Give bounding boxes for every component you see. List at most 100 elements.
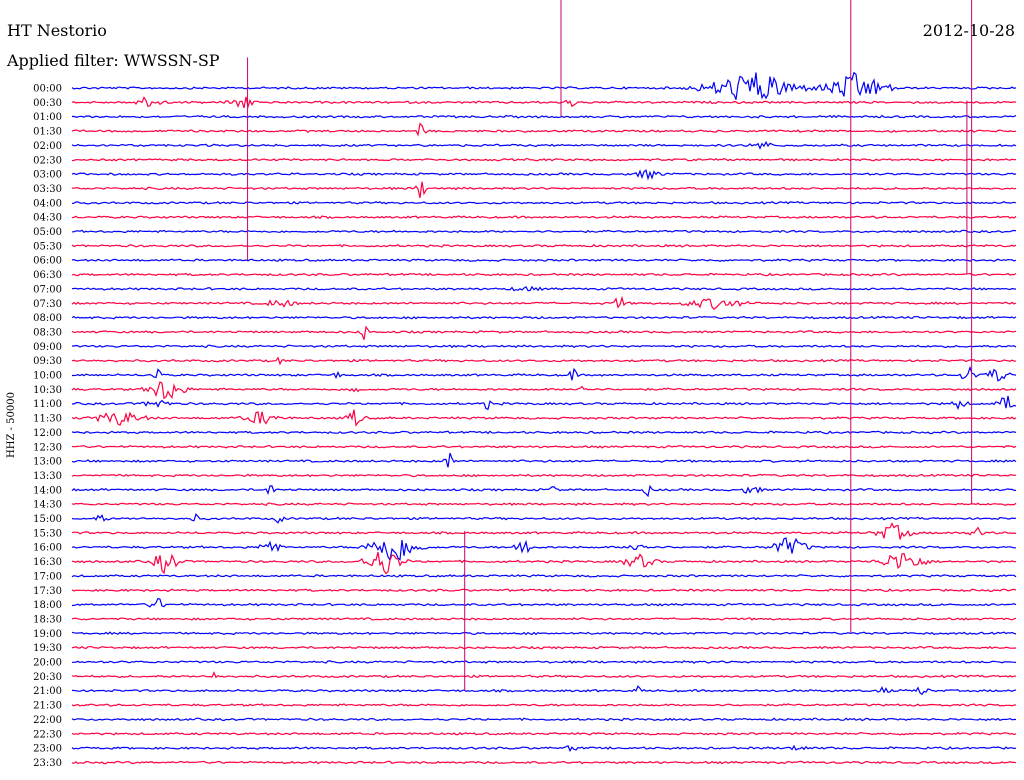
channel-label: HHZ - 50000: [6, 392, 17, 458]
trace-line: [71, 597, 1017, 608]
trace-line: [71, 356, 1017, 366]
trace-line: [71, 315, 1017, 320]
trace-line: [71, 685, 1017, 696]
row-time-label: 16:30: [33, 557, 62, 568]
row-time-label: 17:30: [33, 586, 62, 597]
row-time-label: 20:30: [33, 672, 62, 683]
row-time-label: 20:00: [33, 658, 62, 669]
row-time-label: 10:00: [33, 371, 62, 382]
trace-line: [71, 703, 1017, 707]
row-time-label: 13:30: [33, 471, 62, 482]
trace-line: [71, 588, 1017, 593]
row-time-label: 03:30: [33, 184, 62, 195]
row-time-label: 12:00: [33, 428, 62, 439]
trace-line: [72, 660, 1017, 664]
trace-line: [71, 272, 1017, 277]
row-time-label: 18:30: [33, 614, 62, 625]
trace-line: [71, 574, 1017, 578]
trace-line: [71, 215, 1017, 220]
row-time-label: 21:30: [33, 701, 62, 712]
trace-line: [71, 258, 1017, 262]
trace-line: [71, 484, 1017, 498]
trace-line: [71, 96, 1017, 110]
trace-line: [71, 537, 1016, 562]
trace-line: [71, 445, 1017, 449]
spike-group: [247, 0, 973, 691]
row-time-label: 13:00: [33, 457, 62, 468]
trace-line: [71, 512, 1017, 524]
row-time-label: 04:30: [33, 213, 62, 224]
row-time-label: 16:00: [33, 543, 62, 554]
row-time-label: 17:00: [33, 571, 62, 582]
row-time-label: 14:00: [33, 485, 62, 496]
row-time-label: 21:00: [33, 686, 62, 697]
row-time-label: 01:00: [33, 112, 62, 123]
filter-label: Applied filter: WWSSN-SP: [7, 51, 220, 70]
row-time-label: 08:30: [33, 327, 62, 338]
row-time-label: 05:00: [33, 227, 62, 238]
trace-line: [71, 473, 1017, 478]
row-time-label: 06:30: [33, 270, 62, 281]
trace-line: [71, 717, 1016, 722]
row-time-label: 09:00: [33, 342, 62, 353]
trace-line: [71, 71, 1017, 100]
row-time-label: 11:30: [33, 414, 62, 425]
trace-line: [71, 744, 1017, 753]
trace-line: [72, 365, 1017, 382]
trace-line: [71, 522, 1017, 540]
row-time-label: 03:00: [33, 170, 62, 181]
row-time-label: 04:00: [33, 198, 62, 209]
row-time-label: 19:00: [33, 629, 62, 640]
trace-line: [71, 181, 1017, 199]
trace-line: [71, 645, 1017, 650]
trace-line: [71, 631, 1017, 636]
trace-line: [72, 344, 1017, 349]
row-time-label: 22:00: [33, 715, 62, 726]
time-tick-labels: 00:00 00:30 01:00 01:30 02:00 02:30 03:00 03:30…: [33, 84, 62, 769]
trace-line: [71, 381, 1017, 400]
row-time-label: 02:00: [33, 141, 62, 152]
row-time-label: 01:30: [33, 127, 62, 138]
trace-line: [71, 551, 1017, 575]
trace-line: [71, 285, 1017, 292]
trace-line: [71, 140, 1017, 150]
row-time-label: 10:30: [33, 385, 62, 396]
row-time-label: 07:00: [33, 284, 62, 295]
row-time-label: 05:30: [33, 241, 62, 252]
station-title: HT Nestorio: [7, 21, 107, 40]
trace-line: [71, 201, 1017, 205]
row-time-label: 12:30: [33, 442, 62, 453]
row-time-label: 02:30: [33, 155, 62, 166]
trace-line: [71, 452, 1017, 468]
trace-line: [71, 760, 1017, 765]
trace-line: [71, 169, 1017, 181]
trace-line: [71, 502, 1017, 507]
row-time-label: 23:00: [33, 744, 62, 755]
trace-line: [71, 122, 1017, 137]
row-time-label: 00:00: [33, 84, 62, 95]
plot-date: 2012-10-28: [922, 21, 1015, 40]
trace-line: [71, 243, 1017, 248]
trace-line: [71, 395, 1017, 411]
trace-line: [71, 114, 1017, 119]
row-time-label: 23:30: [33, 758, 62, 769]
row-time-label: 18:00: [33, 600, 62, 611]
row-time-label: 07:30: [33, 299, 62, 310]
trace-line: [71, 430, 1017, 435]
row-time-label: 11:00: [33, 399, 62, 410]
trace-line: [71, 157, 1017, 162]
row-time-label: 08:00: [33, 313, 62, 324]
row-time-label: 15:30: [33, 528, 62, 539]
trace-line: [71, 671, 1017, 679]
trace-group: [71, 71, 1017, 765]
trace-line: [71, 295, 1017, 311]
trace-line: [72, 229, 1017, 234]
trace-line: [71, 325, 1017, 340]
row-time-label: 06:00: [33, 256, 62, 267]
row-time-label: 09:30: [33, 356, 62, 367]
trace-line: [71, 731, 1017, 736]
row-time-label: 19:30: [33, 643, 62, 654]
row-time-label: 15:00: [33, 514, 62, 525]
row-time-label: 14:30: [33, 500, 62, 511]
